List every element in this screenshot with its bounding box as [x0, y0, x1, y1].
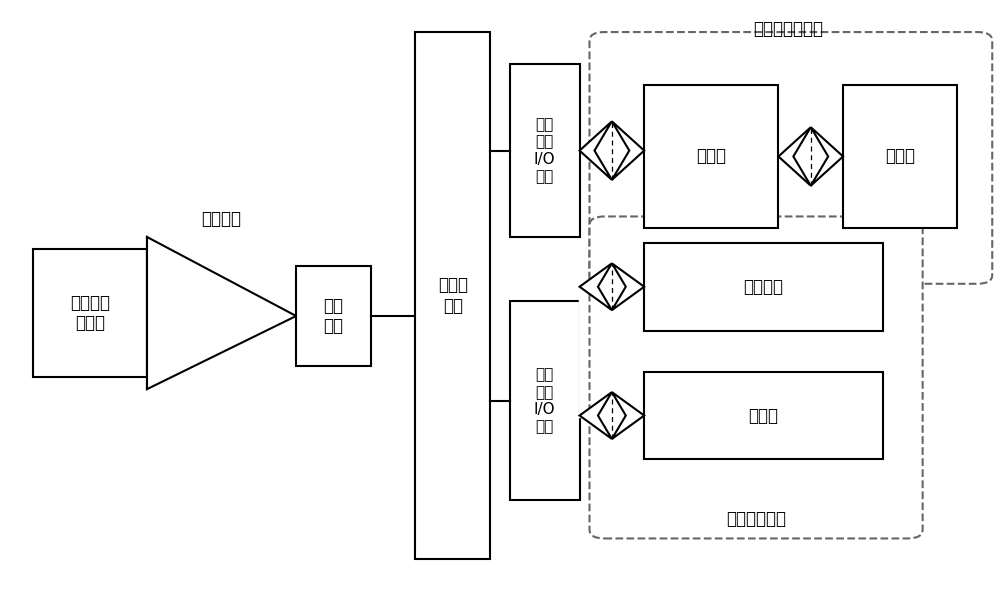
Bar: [843, 85, 957, 228]
Bar: [510, 64, 580, 237]
Text: 三极管: 三极管: [696, 148, 726, 165]
Polygon shape: [612, 121, 644, 180]
Text: 数字型霍
尔元件: 数字型霍 尔元件: [70, 294, 110, 333]
Text: 外部
中断: 外部 中断: [323, 297, 343, 335]
FancyBboxPatch shape: [590, 32, 992, 284]
Bar: [644, 243, 883, 330]
Text: 继电器: 继电器: [885, 148, 915, 165]
Bar: [415, 32, 490, 559]
Polygon shape: [778, 127, 811, 186]
Polygon shape: [580, 392, 612, 439]
Bar: [33, 249, 147, 378]
Text: 键盘显示单元: 键盘显示单元: [727, 510, 787, 528]
Polygon shape: [612, 392, 644, 439]
Bar: [510, 301, 580, 501]
Polygon shape: [811, 127, 843, 186]
Polygon shape: [580, 121, 612, 180]
Polygon shape: [147, 237, 296, 389]
Text: 单片机
单元: 单片机 单元: [438, 276, 468, 315]
Bar: [296, 266, 371, 366]
Polygon shape: [612, 264, 644, 310]
Bar: [644, 85, 778, 228]
Text: 第二
普通
I/O
接口: 第二 普通 I/O 接口: [534, 367, 556, 434]
Bar: [644, 372, 883, 459]
Text: 键盘阵列: 键盘阵列: [744, 278, 784, 296]
Text: 第一
普通
I/O
接口: 第一 普通 I/O 接口: [534, 117, 556, 184]
Polygon shape: [580, 264, 612, 310]
Text: 显示屏: 显示屏: [749, 407, 779, 424]
Text: 继电器驱动单元: 继电器驱动单元: [753, 20, 823, 38]
Text: 数字信号: 数字信号: [202, 210, 242, 228]
FancyBboxPatch shape: [590, 216, 923, 538]
